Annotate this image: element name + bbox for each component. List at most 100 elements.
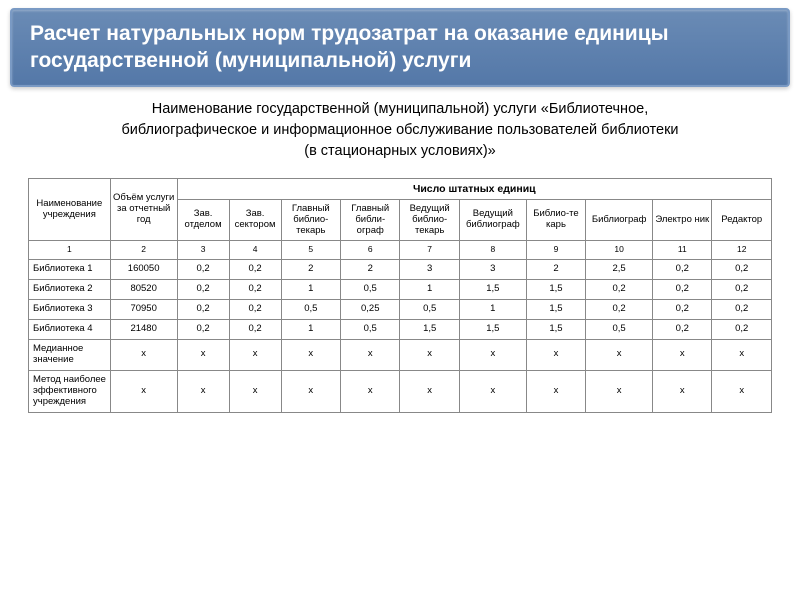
cell: 0,2 [177, 320, 229, 340]
table-row: Библиотека 1 160050 0,2 0,2 2 2 3 3 2 2,… [29, 260, 772, 280]
cell: 1,5 [526, 280, 585, 300]
idx-9: 9 [526, 241, 585, 260]
table-row: Библиотека 2 80520 0,2 0,2 1 0,5 1 1,5 1… [29, 280, 772, 300]
page-title: Расчет натуральных норм трудозатрат на о… [30, 20, 770, 75]
cell: 0,5 [400, 300, 459, 320]
cell: x [341, 370, 400, 412]
col-volume: Объём услуги за отчетный год [110, 178, 177, 241]
idx-12: 12 [712, 241, 772, 260]
cell: x [400, 370, 459, 412]
cell: 0,2 [653, 280, 712, 300]
cell: 2 [341, 260, 400, 280]
cell: x [281, 339, 340, 370]
cell: 0,5 [281, 300, 340, 320]
table-container: Наименование учреждения Объём услуги за … [0, 178, 800, 413]
row-name: Библиотека 1 [29, 260, 111, 280]
cell: 0,2 [229, 300, 281, 320]
cell: 0,2 [653, 300, 712, 320]
col-c7: Ведущий библио-текарь [400, 199, 459, 241]
cell: 0,5 [586, 320, 653, 340]
idx-6: 6 [341, 241, 400, 260]
idx-7: 7 [400, 241, 459, 260]
table-row: Библиотека 4 21480 0,2 0,2 1 0,5 1,5 1,5… [29, 320, 772, 340]
cell: 0,2 [229, 320, 281, 340]
cell: 0,2 [229, 260, 281, 280]
subtitle-line-1: Наименование государственной (муниципаль… [40, 99, 760, 120]
cell: 0,2 [712, 280, 772, 300]
idx-10: 10 [586, 241, 653, 260]
cell: x [526, 339, 585, 370]
cell: 0,2 [586, 280, 653, 300]
cell: x [653, 370, 712, 412]
cell: x [341, 339, 400, 370]
cell: x [281, 370, 340, 412]
col-c5: Главный библио-текарь [281, 199, 340, 241]
idx-4: 4 [229, 241, 281, 260]
idx-5: 5 [281, 241, 340, 260]
staff-table: Наименование учреждения Объём услуги за … [28, 178, 772, 413]
subtitle: Наименование государственной (муниципаль… [0, 99, 800, 162]
idx-11: 11 [653, 241, 712, 260]
cell: x [526, 370, 585, 412]
table-row: Библиотека 3 70950 0,2 0,2 0,5 0,25 0,5 … [29, 300, 772, 320]
cell: 160050 [110, 260, 177, 280]
col-c6: Главный библи-ограф [341, 199, 400, 241]
cell: 1,5 [526, 300, 585, 320]
col-c3: Зав. отделом [177, 199, 229, 241]
cell: 1,5 [459, 320, 526, 340]
cell: 0,5 [341, 280, 400, 300]
idx-8: 8 [459, 241, 526, 260]
cell: x [400, 339, 459, 370]
subtitle-line-2: библиографическое и информационное обслу… [40, 120, 760, 141]
cell: 2,5 [586, 260, 653, 280]
cell: x [110, 339, 177, 370]
col-c10: Библиограф [586, 199, 653, 241]
title-bar: Расчет натуральных норм трудозатрат на о… [10, 8, 790, 87]
row-name: Библиотека 2 [29, 280, 111, 300]
cell: 0,5 [341, 320, 400, 340]
cell: x [459, 370, 526, 412]
cell: x [712, 370, 772, 412]
cell: 0,2 [653, 320, 712, 340]
cell: 0,2 [177, 300, 229, 320]
cell: 3 [459, 260, 526, 280]
cell: 1 [281, 280, 340, 300]
col-c8: Ведущий библиограф [459, 199, 526, 241]
idx-2: 2 [110, 241, 177, 260]
cell: 0,2 [712, 300, 772, 320]
row-name: Библиотека 3 [29, 300, 111, 320]
cell: x [177, 370, 229, 412]
col-group: Число штатных единиц [177, 178, 771, 199]
cell: x [177, 339, 229, 370]
table-row: Метод наиболее эффективного учреждения x… [29, 370, 772, 412]
cell: 0,2 [712, 260, 772, 280]
cell: x [586, 339, 653, 370]
subtitle-line-3: (в стационарных условиях)» [40, 141, 760, 162]
cell: x [229, 339, 281, 370]
cell: 0,2 [653, 260, 712, 280]
row-name: Медианное значение [29, 339, 111, 370]
cell: 1,5 [459, 280, 526, 300]
cell: x [586, 370, 653, 412]
cell: 2 [281, 260, 340, 280]
cell: 0,2 [177, 260, 229, 280]
cell: x [459, 339, 526, 370]
cell: 70950 [110, 300, 177, 320]
idx-3: 3 [177, 241, 229, 260]
cell: x [229, 370, 281, 412]
cell: x [110, 370, 177, 412]
cell: 1,5 [526, 320, 585, 340]
cell: 0,2 [712, 320, 772, 340]
col-c12: Редактор [712, 199, 772, 241]
row-name: Библиотека 4 [29, 320, 111, 340]
index-row: 1 2 3 4 5 6 7 8 9 10 11 12 [29, 241, 772, 260]
col-c4: Зав. сектором [229, 199, 281, 241]
cell: 1 [459, 300, 526, 320]
cell: 1 [400, 280, 459, 300]
cell: 3 [400, 260, 459, 280]
cell: 0,2 [177, 280, 229, 300]
idx-1: 1 [29, 241, 111, 260]
cell: 0,25 [341, 300, 400, 320]
cell: 2 [526, 260, 585, 280]
cell: 1 [281, 320, 340, 340]
